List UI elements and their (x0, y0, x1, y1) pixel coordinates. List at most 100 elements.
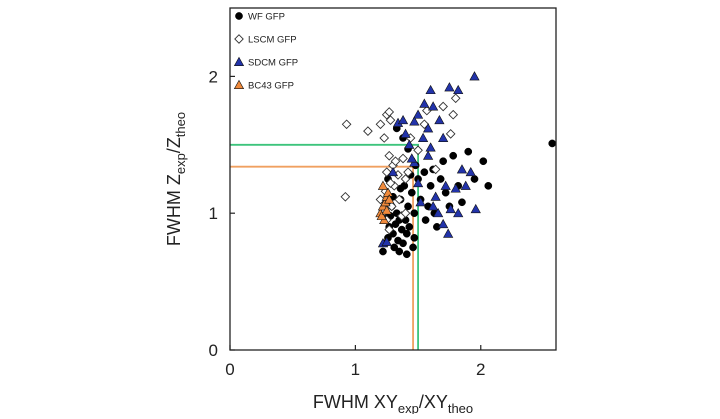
legend-label: SDCM GFP (248, 58, 298, 69)
x-title-sub1: exp (398, 401, 419, 414)
legend-label: LSCM GFP (248, 35, 297, 46)
data-point (410, 233, 419, 242)
y-tick-label: 0 (209, 341, 218, 360)
data-point (396, 184, 405, 193)
series-bc43-gfp (375, 180, 395, 225)
data-point (400, 128, 411, 138)
data-point (465, 166, 476, 177)
data-point (397, 225, 406, 234)
y-tick-label: 1 (209, 204, 218, 223)
data-point (449, 151, 458, 160)
data-point (385, 178, 396, 188)
data-point (479, 157, 488, 166)
data-point (384, 107, 395, 117)
x-title-main: FWHM XY (313, 392, 398, 412)
data-point (458, 198, 466, 207)
y-title-main: FWHM Z (164, 174, 184, 246)
data-point (399, 239, 407, 248)
legend-marker (233, 79, 245, 89)
data-point (433, 207, 444, 218)
data-point (443, 228, 454, 238)
data-point (402, 229, 411, 238)
data-point (412, 109, 424, 119)
y-title-mid: /Z (164, 137, 184, 153)
data-point (422, 123, 434, 133)
data-point (407, 188, 416, 197)
data-point (394, 194, 405, 205)
data-point (400, 174, 411, 184)
data-point (341, 119, 352, 130)
y-tick-label: 2 (209, 67, 218, 86)
data-point (444, 82, 455, 92)
data-point (422, 150, 434, 160)
axis-ticks: 0 1 2 0 1 2 (209, 67, 486, 379)
legend-marker (233, 56, 245, 66)
legend-marker (234, 34, 244, 44)
y-title-sub2: theo (173, 112, 188, 137)
data-point (379, 247, 387, 256)
data-point (402, 250, 411, 259)
data-point (484, 181, 493, 190)
data-point (456, 164, 468, 174)
data-point (420, 168, 429, 177)
x-tick-label: 0 (225, 360, 234, 379)
data-point (381, 167, 392, 177)
data-point (430, 191, 441, 201)
data-point (363, 126, 373, 136)
data-point (425, 142, 436, 152)
data-point (450, 183, 461, 193)
legend-marker (235, 12, 243, 20)
y-title-sub1: exp (173, 153, 188, 174)
data-point (421, 216, 430, 224)
data-point (440, 180, 451, 190)
data-point (377, 180, 389, 190)
series-lscm-gfp (340, 93, 461, 235)
plot-frame (229, 7, 557, 351)
data-point (453, 207, 464, 218)
data-point (384, 224, 395, 235)
series-sdcm-gfp (377, 71, 481, 248)
data-point (434, 114, 445, 125)
data-point (404, 139, 415, 149)
data-point (439, 157, 448, 166)
data-point (404, 202, 412, 211)
x-title-mid: /XY (419, 392, 448, 412)
reference-line (230, 143, 419, 350)
data-points (340, 71, 557, 259)
data-point (428, 101, 439, 111)
data-point (409, 243, 417, 252)
data-point (385, 115, 396, 126)
data-point (397, 114, 409, 125)
data-point (387, 166, 399, 177)
x-axis-title: FWHM XYexp/XYtheo (313, 392, 473, 414)
data-point (384, 150, 395, 161)
data-point (469, 71, 480, 81)
data-point (425, 84, 436, 95)
data-point (395, 247, 404, 256)
data-point (340, 191, 351, 202)
data-point (405, 223, 414, 231)
x-tick-label: 1 (351, 360, 360, 379)
data-point (426, 181, 435, 190)
data-point (470, 203, 481, 214)
legend-label: BC43 GFP (248, 81, 294, 92)
data-point (382, 187, 394, 197)
data-point (417, 132, 429, 142)
data-point (384, 194, 395, 204)
data-point (375, 119, 386, 130)
data-point (376, 210, 387, 220)
data-point (381, 205, 392, 215)
data-point (413, 145, 423, 156)
data-point (410, 209, 419, 218)
data-point (450, 93, 461, 104)
data-point (415, 197, 426, 207)
data-point (406, 153, 417, 163)
data-point (379, 133, 390, 143)
data-point (381, 236, 392, 246)
data-point (428, 201, 439, 211)
legend: WF GFP LSCM GFP SDCM GFP BC43 GFP (233, 12, 298, 92)
data-point (470, 175, 479, 183)
data-point (419, 98, 430, 108)
